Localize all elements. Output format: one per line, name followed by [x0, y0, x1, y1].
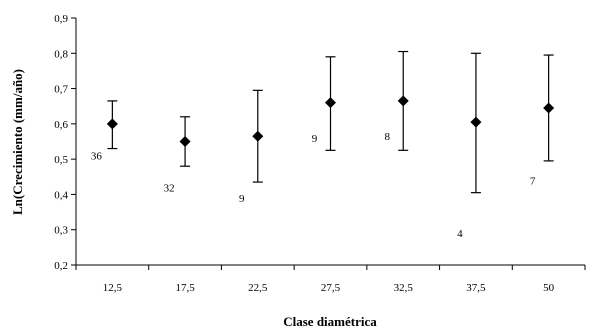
x-tick-label: 17,5 — [175, 282, 195, 294]
y-tick-label: 0,6 — [54, 119, 68, 131]
x-tick-label: 50 — [543, 282, 555, 294]
sample-size-label: 8 — [384, 131, 390, 143]
y-tick-label: 0,9 — [54, 13, 68, 25]
x-tick-label: 27,5 — [321, 282, 341, 294]
y-tick-label: 0,2 — [54, 260, 68, 272]
sample-size-label: 4 — [457, 228, 463, 240]
plot-area: 0,2 0,3 0,4 0,5 0,6 0,7 0,8 0,9 12,5 36 17,5 32 22,5… — [54, 13, 586, 294]
sample-size-label: 32 — [164, 182, 175, 194]
data-point — [106, 118, 118, 130]
sample-size-label: 36 — [91, 151, 103, 163]
sample-size-label: 9 — [239, 193, 245, 205]
data-point — [397, 95, 409, 107]
y-tick-label: 0,7 — [54, 84, 68, 96]
x-tick-label: 37,5 — [466, 282, 486, 294]
x-tick-label: 22,5 — [248, 282, 268, 294]
sample-size-label: 9 — [312, 133, 318, 145]
data-point — [470, 116, 482, 128]
data-point — [325, 97, 336, 109]
x-tick-label: 12,5 — [103, 282, 123, 294]
data-point — [252, 130, 264, 142]
y-tick-label: 0,5 — [54, 154, 68, 166]
data-point — [179, 136, 191, 147]
y-tick-label: 0,4 — [54, 189, 68, 201]
y-tick-label: 0,3 — [54, 225, 68, 237]
data-point — [543, 102, 555, 114]
x-axis-title: Clase diamétrica — [283, 314, 377, 329]
sample-size-label: 7 — [530, 175, 536, 187]
y-axis-title: Ln(Crecimiento (mm/año) — [10, 69, 25, 215]
x-tick-label: 32,5 — [394, 282, 414, 294]
y-tick-label: 0,8 — [54, 48, 68, 60]
